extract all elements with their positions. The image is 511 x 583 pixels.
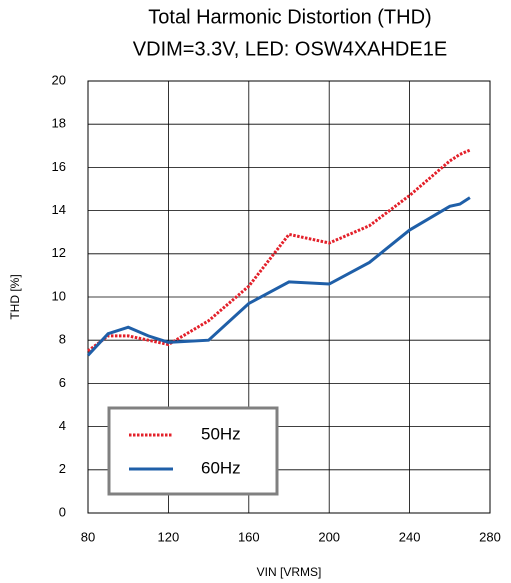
x-axis-label: VIN [VRMS] — [257, 565, 322, 579]
legend-label: 60Hz — [201, 458, 241, 477]
y-tick-label: 16 — [52, 159, 66, 174]
x-tick-label: 160 — [238, 529, 260, 544]
plot-frame — [87, 80, 491, 514]
x-tick-label: 240 — [399, 529, 421, 544]
y-tick-label: 8 — [59, 332, 66, 347]
chart-title: Total Harmonic Distortion (THD) — [148, 6, 431, 28]
x-tick-label: 120 — [158, 529, 180, 544]
y-tick-label: 6 — [59, 375, 66, 390]
legend-label: 50Hz — [201, 424, 241, 443]
y-tick-label: 20 — [52, 72, 66, 87]
y-tick-label: 2 — [59, 461, 66, 476]
y-tick-label: 18 — [52, 116, 66, 131]
y-tick-label: 12 — [52, 245, 66, 260]
x-tick-label: 80 — [81, 529, 95, 544]
legend-box — [107, 406, 279, 496]
x-tick-label: 200 — [318, 529, 340, 544]
y-tick-label: 0 — [59, 504, 66, 519]
series-line — [86, 196, 471, 357]
y-tick-label: 14 — [52, 202, 66, 217]
series-line — [87, 148, 471, 353]
chart-subtitle: VDIM=3.3V, LED: OSW4XAHDE1E — [133, 38, 447, 60]
x-tick-label: 280 — [479, 529, 501, 544]
y-tick-label: 10 — [52, 288, 66, 303]
y-tick-label: 4 — [59, 418, 66, 433]
y-axis-label: THD [%] — [8, 274, 22, 319]
